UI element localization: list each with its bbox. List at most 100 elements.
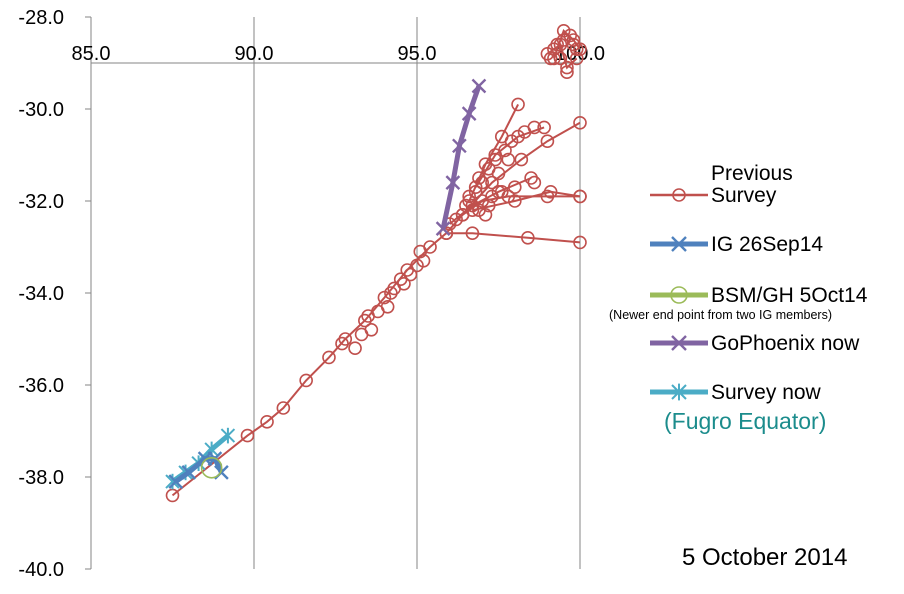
legend-item-previous-survey: Previous Survey	[650, 162, 793, 207]
x-tick-label: 90.0	[235, 43, 274, 65]
data-point-previous-survey	[563, 28, 578, 43]
series-gophoenix-now	[435, 78, 487, 236]
data-point-previous-survey	[485, 189, 499, 204]
data-point-ig-26sep14	[181, 465, 197, 480]
x-tick-label: 85.0	[72, 43, 111, 65]
legend-swatch-marker-previous-survey	[672, 188, 686, 202]
data-point-previous-survey	[403, 267, 418, 282]
data-point-previous-survey	[361, 309, 375, 323]
plot-area	[165, 23, 587, 503]
y-tick-label: -32.0	[18, 191, 64, 213]
data-point-previous-survey	[380, 299, 395, 314]
data-point-previous-survey	[498, 143, 512, 158]
data-point-gophoenix-now	[435, 221, 451, 236]
data-point-previous-survey	[527, 175, 542, 190]
data-point-previous-survey	[501, 152, 516, 167]
data-point-previous-survey	[276, 401, 291, 415]
legend-item-bsm-gh: BSM/GH 5Oct14 (Newer end point from two …	[609, 284, 868, 322]
legend-label-previous-survey-line1: Previous	[711, 162, 793, 185]
series-line-previous-survey	[446, 232, 581, 244]
data-point-gophoenix-now	[452, 138, 467, 154]
y-tick-label: -38.0	[18, 467, 64, 489]
data-point-bsm-gh-5oct14	[200, 456, 223, 479]
axes: -28.0 -30.0 -32.0 -34.0 -36.0 -38.0 -40.0 85.0 9…	[18, 7, 605, 581]
data-point-previous-survey	[413, 244, 428, 259]
legend-swatch-marker-survey-now	[671, 383, 687, 401]
legend-item-gophoenix: GoPhoenix now	[650, 332, 860, 355]
data-point-previous-survey	[547, 42, 561, 57]
data-point-previous-survey	[478, 208, 493, 222]
y-tick-label: -34.0	[18, 283, 64, 305]
legend-item-survey-now: Survey now (Fugro Equator)	[650, 381, 826, 434]
legend-item-ig: IG 26Sep14	[650, 233, 823, 256]
data-point-survey-now	[220, 427, 236, 444]
data-point-previous-survey	[527, 120, 542, 135]
data-point-previous-survey	[299, 373, 313, 388]
data-point-previous-survey	[348, 341, 362, 356]
data-point-gophoenix-now	[445, 175, 461, 190]
legend-swatch-marker-bsm-gh-5oct14	[670, 286, 688, 304]
y-tick-label: -40.0	[18, 559, 64, 581]
data-point-previous-survey	[439, 226, 454, 240]
legend-note-bsm-gh: (Newer end point from two IG members)	[609, 308, 832, 322]
series-line-previous-survey	[472, 190, 581, 212]
data-point-previous-survey	[543, 51, 558, 66]
series-line-previous-survey	[171, 195, 580, 497]
data-point-gophoenix-now	[471, 78, 487, 94]
data-point-previous-survey	[573, 116, 587, 130]
data-point-previous-survey	[521, 231, 535, 245]
legend-label-ig: IG 26Sep14	[711, 233, 823, 256]
legend-swatch-marker-ig-26sep14	[671, 236, 687, 252]
data-point-gophoenix-now	[461, 106, 477, 121]
data-point-previous-survey	[449, 212, 463, 227]
legend-label-previous-survey-line2: Survey	[711, 184, 777, 207]
data-point-previous-survey	[507, 194, 522, 208]
data-point-previous-survey	[560, 65, 574, 79]
data-point-previous-survey	[364, 322, 379, 337]
data-point-previous-survey	[491, 166, 506, 181]
data-point-previous-survey	[260, 414, 274, 429]
x-tick-label: 95.0	[398, 43, 437, 65]
y-tick-label: -36.0	[18, 375, 64, 397]
data-point-previous-survey	[553, 51, 568, 66]
data-point-previous-survey	[240, 428, 255, 443]
series-previous-survey	[165, 23, 587, 503]
data-point-previous-survey	[472, 171, 486, 185]
data-point-previous-survey	[485, 175, 499, 190]
data-point-previous-survey	[573, 235, 587, 250]
data-point-previous-survey	[537, 120, 551, 135]
date-annotation: 5 October 2014	[682, 544, 847, 571]
legend-label-bsm-gh: BSM/GH 5Oct14	[711, 284, 868, 307]
legend-label-gophoenix: GoPhoenix now	[711, 332, 860, 355]
data-point-previous-survey	[573, 189, 587, 204]
data-point-previous-survey	[569, 51, 584, 66]
y-tick-label: -28.0	[18, 7, 64, 29]
data-point-previous-survey	[540, 134, 555, 148]
data-point-survey-now	[165, 473, 180, 490]
y-tick-label: -30.0	[18, 99, 64, 121]
gridlines	[253, 17, 581, 569]
data-point-previous-survey	[514, 152, 529, 167]
data-point-previous-survey	[481, 198, 496, 213]
data-point-previous-survey	[560, 60, 574, 75]
data-point-ig-26sep14	[168, 474, 184, 489]
data-point-previous-survey	[459, 198, 473, 213]
data-point-previous-survey	[416, 253, 431, 268]
data-point-previous-survey	[384, 286, 398, 300]
data-point-previous-survey	[511, 97, 525, 112]
data-point-previous-survey	[465, 226, 480, 240]
data-point-previous-survey	[322, 350, 336, 365]
legend-swatch-marker-gophoenix-now	[671, 335, 687, 351]
data-point-previous-survey	[488, 152, 503, 167]
data-point-previous-survey	[397, 276, 411, 291]
series-bsm-gh-5oct14	[200, 456, 223, 479]
data-point-previous-survey	[543, 185, 558, 199]
data-point-previous-survey	[462, 189, 476, 204]
data-point-previous-survey	[566, 37, 581, 52]
data-point-previous-survey	[507, 180, 522, 194]
data-point-previous-survey	[504, 134, 519, 148]
data-point-previous-survey	[335, 336, 349, 351]
legend: Previous Survey IG 26Sep14 BSM/GH 5Oct14…	[609, 162, 868, 434]
legend-label-survey-now: Survey now	[711, 381, 822, 404]
